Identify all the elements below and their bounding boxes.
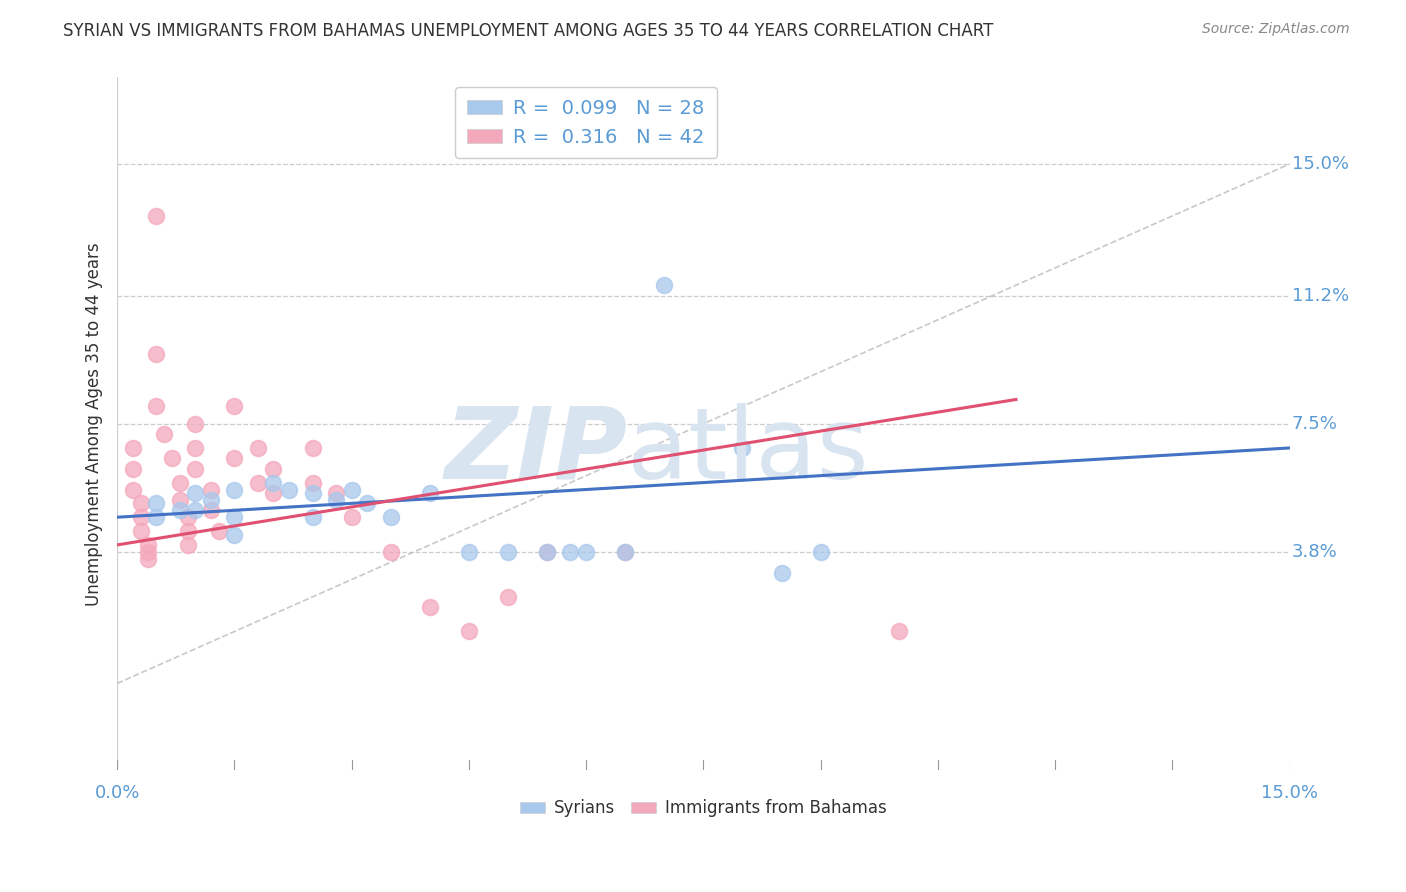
Point [263, 461, 285, 475]
Point [176, 524, 198, 538]
Point [614, 545, 637, 559]
Point [278, 483, 301, 497]
Point [536, 545, 558, 559]
Point [301, 475, 323, 490]
Point [301, 441, 323, 455]
Point [208, 524, 231, 538]
Legend: Syrians, Immigrants from Bahamas: Syrians, Immigrants from Bahamas [513, 793, 893, 824]
Point [380, 545, 402, 559]
Point [184, 441, 207, 455]
Point [224, 451, 246, 466]
Point [224, 510, 246, 524]
Point [301, 510, 323, 524]
Point [496, 545, 519, 559]
Point [536, 545, 558, 559]
Text: 3.8%: 3.8% [1292, 543, 1337, 561]
Point [160, 451, 183, 466]
Point [184, 486, 207, 500]
Point [169, 492, 191, 507]
Point [263, 475, 285, 490]
Point [145, 400, 167, 414]
Point [575, 545, 598, 559]
Point [184, 417, 207, 431]
Point [129, 524, 152, 538]
Point [356, 496, 378, 510]
Point [176, 510, 198, 524]
Point [224, 483, 246, 497]
Point [770, 566, 793, 580]
Point [560, 545, 582, 559]
Point [138, 551, 160, 566]
Text: atlas: atlas [627, 403, 869, 500]
Point [614, 545, 637, 559]
Point [340, 483, 363, 497]
Point [153, 427, 176, 442]
Point [184, 503, 207, 517]
Point [652, 278, 675, 293]
Point [263, 486, 285, 500]
Text: ZIP: ZIP [444, 403, 627, 500]
Point [419, 600, 441, 615]
Point [145, 209, 167, 223]
Text: 11.2%: 11.2% [1292, 286, 1348, 304]
Point [419, 486, 441, 500]
Point [325, 492, 347, 507]
Point [887, 624, 910, 639]
Y-axis label: Unemployment Among Ages 35 to 44 years: Unemployment Among Ages 35 to 44 years [86, 242, 103, 606]
Point [138, 538, 160, 552]
Point [340, 510, 363, 524]
Point [200, 503, 222, 517]
Point [121, 461, 143, 475]
Point [810, 545, 832, 559]
Point [246, 475, 269, 490]
Point [169, 503, 191, 517]
Point [457, 624, 479, 639]
Text: Source: ZipAtlas.com: Source: ZipAtlas.com [1202, 22, 1350, 37]
Point [380, 510, 402, 524]
Point [145, 496, 167, 510]
Text: SYRIAN VS IMMIGRANTS FROM BAHAMAS UNEMPLOYMENT AMONG AGES 35 TO 44 YEARS CORRELA: SYRIAN VS IMMIGRANTS FROM BAHAMAS UNEMPL… [63, 22, 994, 40]
Point [145, 347, 167, 361]
Point [138, 545, 160, 559]
Text: 15.0%: 15.0% [1292, 155, 1348, 173]
Point [200, 492, 222, 507]
Point [200, 483, 222, 497]
Point [325, 486, 347, 500]
Point [496, 590, 519, 604]
Text: 15.0%: 15.0% [1261, 784, 1317, 802]
Point [121, 483, 143, 497]
Point [176, 538, 198, 552]
Point [224, 527, 246, 541]
Point [224, 400, 246, 414]
Text: 7.5%: 7.5% [1292, 415, 1337, 433]
Point [129, 496, 152, 510]
Text: 0.0%: 0.0% [94, 784, 139, 802]
Point [184, 461, 207, 475]
Point [145, 510, 167, 524]
Point [731, 441, 754, 455]
Point [246, 441, 269, 455]
Point [129, 510, 152, 524]
Point [301, 486, 323, 500]
Point [457, 545, 479, 559]
Point [121, 441, 143, 455]
Point [169, 475, 191, 490]
